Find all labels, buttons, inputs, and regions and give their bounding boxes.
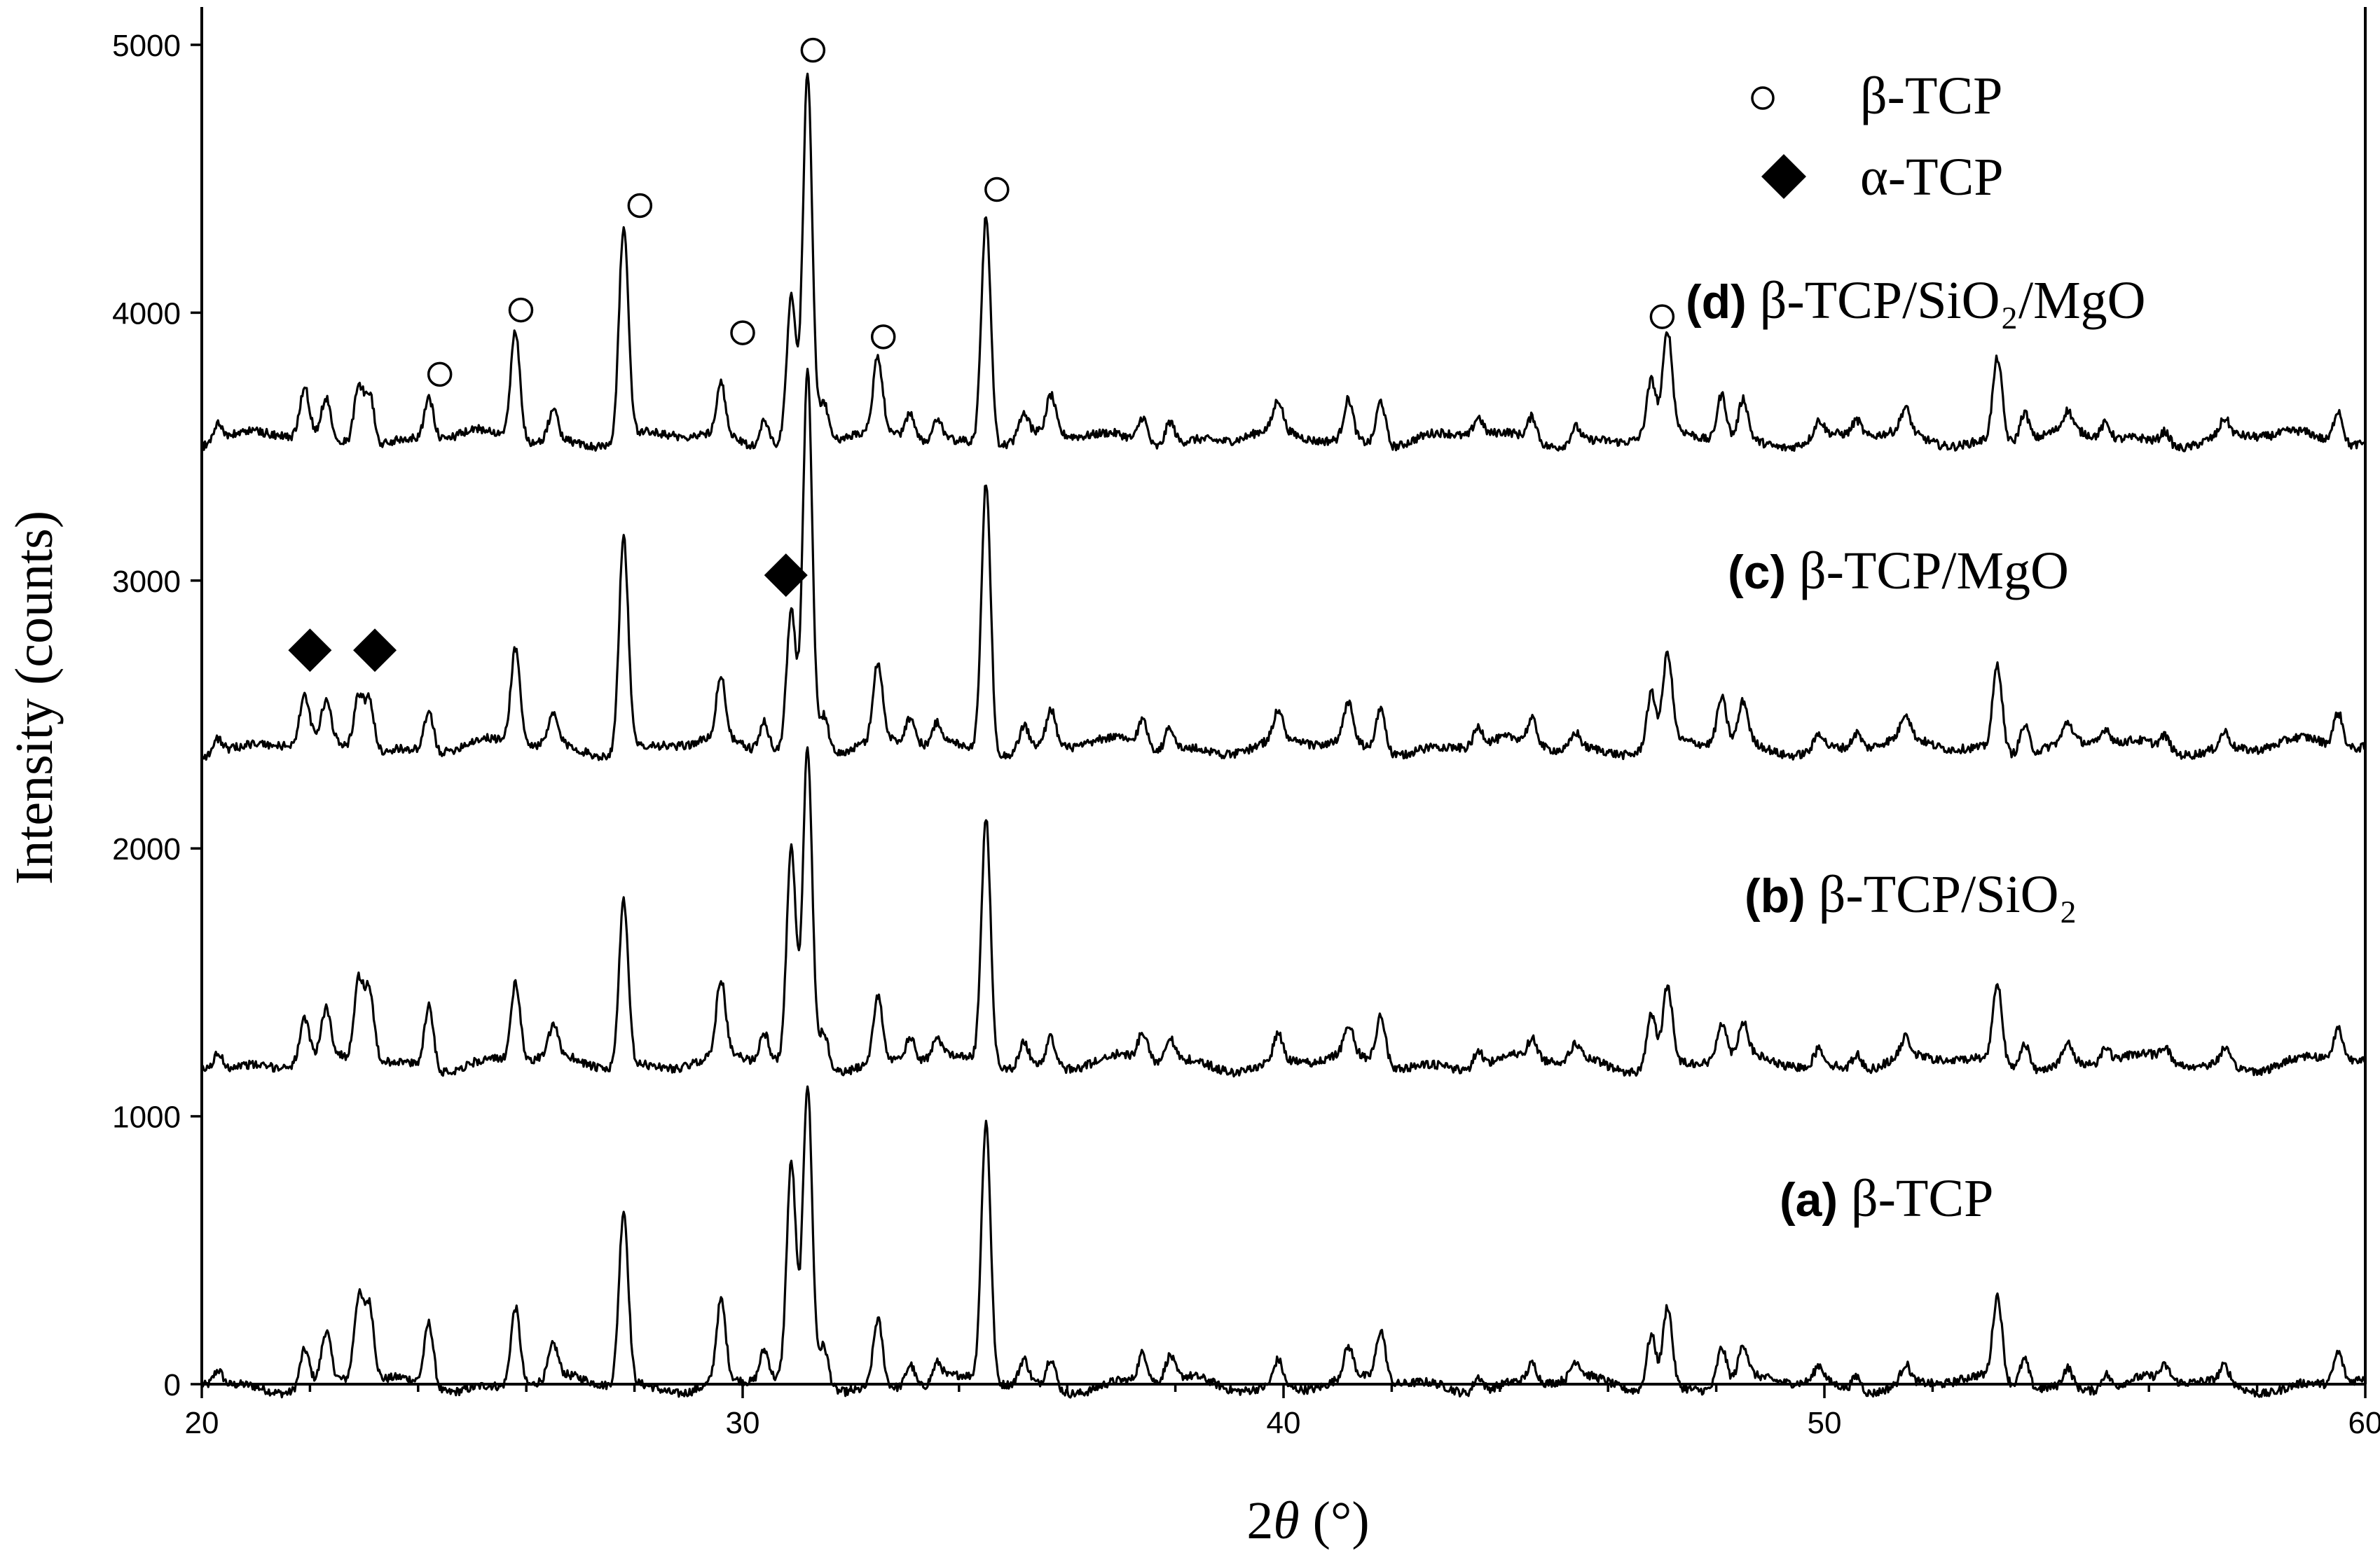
x-tick-label: 60 [2348,1406,2380,1440]
legend-beta-label: β-TCP [1860,67,2002,125]
x-tick-label: 20 [185,1406,219,1440]
alpha-tcp-marker [353,628,397,672]
series-label-d: (d) β-TCP/SiO₂/MgO [1686,271,2146,330]
beta-tcp-marker [627,193,653,219]
beta-tcp-marker [1649,304,1675,329]
legend-beta-marker [1751,86,1775,110]
y-tick-label: 5000 [112,29,181,63]
plot-frame [200,7,2367,1386]
series-label-c: (c) β-TCP/MgO [1728,541,2069,600]
beta-tcp-marker [870,324,896,350]
x-tick-label: 30 [726,1406,760,1440]
beta-tcp-marker [427,361,453,387]
series-line-c [200,368,2366,761]
y-tick-label: 4000 [112,296,181,331]
y-tick-label: 0 [164,1368,181,1402]
series-label-b: (b) β-TCP/SiO₂ [1745,865,2077,924]
y-axis-label: Intensity (counts) [5,511,64,885]
beta-tcp-marker [984,177,1010,202]
y-tick-label: 3000 [112,565,181,599]
series-line-b [200,746,2367,1078]
legend: β-TCP α-TCP [1751,67,2004,207]
beta-tcp-marker [800,37,826,63]
alpha-tcp-marker [288,628,332,672]
x-tick-label: 40 [1267,1406,1301,1440]
y-tick-label: 2000 [112,832,181,867]
series-line-d [200,72,2366,453]
x-axis-label: 2θ (°) [1246,1491,1369,1550]
alpha-tcp-marker [764,553,808,598]
y-tick-label: 1000 [112,1100,181,1135]
series-labels: (a) β-TCP (b) β-TCP/SiO₂ (c) β-TCP/MgO (d) … [1686,271,2146,1228]
ticks-layer: 0 1000 2000 3000 4000 5000 20 30 40 50 60 [112,29,2380,1440]
legend-alpha-marker [1761,154,1806,199]
markers-layer [288,37,1675,672]
beta-tcp-marker [508,297,534,323]
series-line-a [200,1085,2367,1399]
series-label-a: (a) β-TCP [1780,1169,1993,1228]
series-layer [200,72,2367,1399]
x-tick-label: 50 [1808,1406,1842,1440]
legend-alpha-label: α-TCP [1860,148,2004,207]
beta-tcp-marker [730,320,755,345]
